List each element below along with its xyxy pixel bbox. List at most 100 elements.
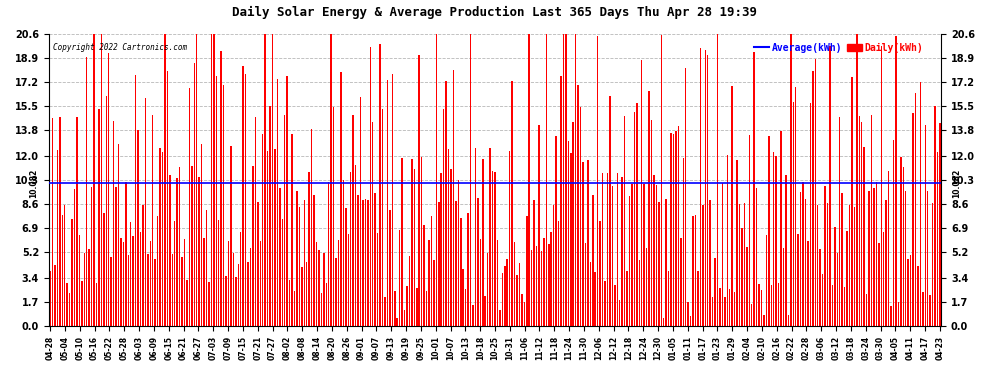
Bar: [91, 187, 92, 326]
Bar: [367, 200, 368, 326]
Bar: [359, 97, 361, 326]
Bar: [69, 292, 70, 326]
Bar: [240, 232, 242, 326]
Bar: [51, 118, 53, 326]
Bar: [231, 146, 232, 326]
Bar: [154, 259, 155, 326]
Bar: [856, 34, 857, 326]
Bar: [118, 144, 119, 326]
Bar: [343, 180, 345, 326]
Bar: [436, 34, 437, 326]
Bar: [259, 241, 261, 326]
Bar: [93, 34, 95, 326]
Bar: [903, 167, 904, 326]
Bar: [677, 126, 679, 326]
Bar: [722, 183, 723, 326]
Bar: [128, 255, 129, 326]
Bar: [839, 117, 841, 326]
Text: 10.082: 10.082: [951, 168, 961, 198]
Bar: [619, 300, 621, 326]
Bar: [580, 106, 581, 326]
Bar: [318, 250, 320, 326]
Bar: [567, 141, 569, 326]
Bar: [184, 238, 185, 326]
Bar: [161, 152, 163, 326]
Bar: [236, 277, 237, 326]
Bar: [396, 318, 398, 326]
Bar: [347, 234, 349, 326]
Bar: [404, 310, 405, 326]
Bar: [218, 220, 220, 326]
Bar: [529, 34, 530, 326]
Bar: [702, 205, 704, 326]
Bar: [553, 205, 554, 326]
Bar: [145, 98, 147, 326]
Bar: [489, 148, 491, 326]
Bar: [524, 302, 525, 326]
Bar: [763, 315, 764, 326]
Bar: [612, 186, 613, 326]
Bar: [645, 248, 647, 326]
Bar: [106, 96, 107, 326]
Bar: [737, 160, 738, 326]
Bar: [783, 248, 784, 326]
Bar: [416, 288, 418, 326]
Bar: [507, 259, 508, 326]
Bar: [817, 205, 819, 326]
Bar: [213, 34, 215, 326]
Bar: [746, 247, 747, 326]
Bar: [670, 133, 672, 326]
Bar: [624, 116, 626, 326]
Bar: [521, 294, 523, 326]
Bar: [843, 286, 845, 326]
Bar: [858, 116, 860, 326]
Bar: [125, 183, 127, 326]
Bar: [377, 233, 378, 326]
Bar: [198, 177, 200, 326]
Bar: [130, 222, 132, 326]
Bar: [174, 221, 175, 326]
Bar: [206, 210, 207, 326]
Bar: [267, 151, 268, 326]
Bar: [885, 201, 887, 326]
Bar: [338, 240, 340, 326]
Text: Copyright 2022 Cartronics.com: Copyright 2022 Cartronics.com: [53, 43, 187, 52]
Bar: [411, 159, 413, 326]
Bar: [406, 286, 408, 326]
Bar: [176, 178, 178, 326]
Bar: [898, 302, 899, 326]
Bar: [421, 157, 423, 326]
Bar: [504, 266, 506, 326]
Bar: [627, 272, 628, 326]
Bar: [88, 249, 90, 326]
Bar: [512, 81, 513, 326]
Bar: [590, 262, 591, 326]
Bar: [301, 267, 303, 326]
Bar: [414, 170, 415, 326]
Bar: [447, 149, 449, 326]
Bar: [550, 232, 552, 326]
Bar: [276, 79, 278, 326]
Bar: [875, 182, 877, 326]
Bar: [269, 106, 271, 326]
Bar: [274, 148, 275, 326]
Bar: [820, 249, 821, 326]
Bar: [665, 199, 667, 326]
Bar: [905, 191, 907, 326]
Bar: [788, 315, 789, 326]
Bar: [245, 74, 247, 326]
Bar: [927, 191, 929, 326]
Bar: [863, 147, 865, 326]
Bar: [668, 272, 669, 326]
Bar: [497, 240, 498, 326]
Bar: [171, 254, 173, 326]
Bar: [632, 184, 633, 326]
Bar: [868, 191, 870, 326]
Bar: [653, 175, 654, 326]
Bar: [149, 241, 151, 326]
Bar: [937, 152, 939, 326]
Bar: [800, 192, 801, 326]
Bar: [712, 297, 714, 326]
Bar: [181, 257, 183, 326]
Bar: [575, 34, 576, 326]
